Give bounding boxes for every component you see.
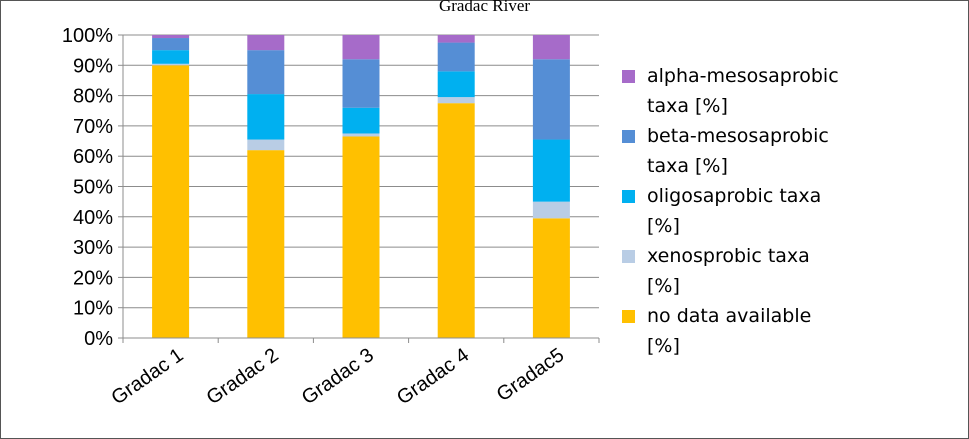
legend-label: no data available [647,305,811,327]
legend-swatch [622,190,635,203]
bar-segment [532,35,570,60]
bar-segment [532,139,570,202]
legend-label: [%] [647,335,680,357]
bar-segment [532,201,570,219]
bars [152,35,570,339]
bar-segment [152,63,190,66]
legend-swatch [622,310,635,323]
y-tick-label: 0% [84,328,113,350]
bar-segment [152,35,190,39]
legend-swatch [622,130,635,143]
x-category-label: Gradac 1 [107,344,187,409]
x-category-label: Gradac 2 [203,344,283,409]
chart-title: Gradac River [438,0,531,15]
legend-swatch [622,250,635,263]
y-tick-label: 40% [73,207,113,229]
bar-segment [342,136,380,338]
x-category-label: Gradac 4 [393,344,473,409]
y-tick-label: 70% [73,116,113,138]
y-tick-label: 10% [73,298,113,320]
y-tick-label: 30% [73,237,113,259]
bar-segment [152,38,190,51]
y-tick-label: 80% [73,86,113,108]
y-tick-label: 100% [62,25,113,47]
bar-segment [152,65,190,339]
bar-segment [342,59,380,108]
bar-segment [437,97,475,104]
legend-label: alpha-mesosaprobic [647,65,839,87]
y-tick-label: 50% [73,177,113,199]
legend-swatch [622,70,635,83]
legend-label: beta-mesosaprobic [647,125,829,147]
bar-segment [247,50,285,95]
bar-segment [437,71,475,98]
y-tick-label: 90% [73,55,113,77]
bar-segment [247,94,285,140]
bar-segment [532,218,570,338]
bar-segment [342,133,380,137]
bar-segment [152,50,190,64]
y-tick-label: 20% [73,267,113,289]
bar-segment [247,139,285,151]
bar-segment [437,103,475,338]
bar-segment [342,107,380,134]
legend-label: xenosprobic taxa [647,245,810,267]
bar-segment [437,35,475,43]
legend-label: [%] [647,275,680,297]
legend-label: [%] [647,215,680,237]
y-tick-label: 60% [73,146,113,168]
legend: alpha-mesosaprobic taxa [%] beta-mesosapro… [622,65,839,357]
bar-segment [342,35,380,60]
x-category-label: Gradac5 [493,344,568,406]
legend-label: taxa [%] [647,95,728,117]
bar-segment [247,150,285,338]
bar-segment [247,35,285,51]
bar-segment [437,42,475,72]
legend-label: oligosaprobic taxa [647,185,821,207]
legend-label: taxa [%] [647,155,728,177]
x-category-label: Gradac 3 [298,344,378,409]
bar-segment [532,59,570,140]
